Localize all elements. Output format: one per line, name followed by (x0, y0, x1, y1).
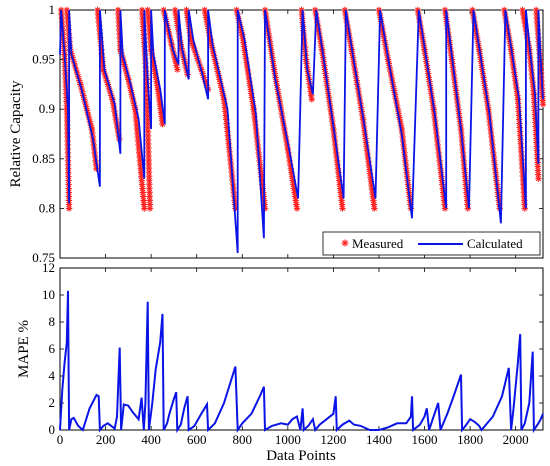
measured-point (464, 205, 472, 212)
bottom-x-tick-label: 200 (96, 432, 116, 447)
bottom-y-tick-label: 0 (49, 422, 56, 437)
bottom-y-tick-label: 2 (49, 395, 56, 410)
measured-point (338, 201, 346, 208)
bottom-y-tick-label: 6 (49, 341, 56, 356)
measured-point (145, 152, 152, 160)
measured-point (441, 205, 449, 212)
legend-measured-label: Measured (352, 236, 404, 251)
measured-point (146, 201, 154, 208)
measured-point (308, 96, 315, 103)
measured-point (339, 205, 346, 212)
legend-measured-marker (341, 239, 349, 247)
top-y-tick-label: 1 (49, 2, 56, 17)
bottom-x-tick-label: 800 (233, 432, 253, 447)
measured-point (146, 205, 154, 212)
top-y-axis-label: Relative Capacity (8, 80, 24, 188)
mape-panel: 0 2 4 6 8 10 12 0 200 400 600 800 1000 1200 1400 1600 18… (16, 260, 544, 464)
measured-point (535, 175, 542, 182)
measured-point (338, 197, 345, 204)
bottom-x-tick-label: 600 (187, 432, 207, 447)
bottom-y-tick-label: 10 (42, 287, 55, 302)
top-y-tick-label: 0.95 (32, 52, 55, 67)
bottom-y-tick-label: 8 (49, 314, 56, 329)
bottom-series-layer (59, 290, 544, 434)
bottom-x-tick-label: 1200 (320, 432, 346, 447)
measured-point (174, 66, 181, 73)
measured-point (146, 189, 153, 196)
measured-point (201, 6, 208, 14)
measured-point (145, 168, 153, 176)
measured-point (141, 205, 148, 212)
measured-point (292, 197, 299, 204)
legend-asterisk (341, 239, 349, 247)
measured-point (521, 205, 528, 212)
measured-point (519, 6, 526, 14)
legend: Measured Calculated (322, 231, 541, 256)
x-axis-label: Data Points (266, 448, 336, 464)
top-series-layer (57, 6, 547, 254)
mape-series-line (59, 290, 544, 434)
bottom-x-tick-label: 1400 (366, 432, 392, 447)
measured-point (414, 6, 421, 14)
measured-point (171, 6, 179, 14)
bottom-y-tick-label: 12 (42, 260, 55, 275)
bottom-axis-ticks: 0 2 4 6 8 10 12 0 200 400 600 800 1000 1200 1400 1600 18… (42, 260, 543, 447)
bottom-y-tick-label: 4 (49, 368, 56, 383)
bottom-x-tick-label: 1800 (457, 432, 483, 447)
measured-point (65, 205, 73, 212)
measured-point (293, 201, 300, 208)
bottom-x-tick-label: 1000 (275, 432, 301, 447)
legend-calculated-label: Calculated (467, 236, 523, 251)
bottom-plot-frame (59, 267, 544, 431)
top-y-tick-label: 0.8 (39, 200, 55, 215)
measured-point (145, 160, 153, 168)
top-y-tick-label: 0.85 (32, 151, 55, 166)
relative-capacity-panel: 0.75 0.8 0.85 0.9 0.95 1 Relative Capacity Me… (8, 2, 547, 265)
calculated-series-line (59, 9, 544, 254)
bottom-x-tick-label: 0 (57, 432, 64, 447)
measured-point (146, 185, 153, 192)
top-y-tick-label: 0.9 (39, 101, 55, 116)
measured-point (370, 197, 377, 204)
bottom-y-axis-label: MAPE % (16, 320, 32, 378)
measured-point (534, 163, 541, 170)
measured-point (370, 201, 378, 208)
bottom-x-tick-label: 400 (141, 432, 161, 447)
bottom-x-tick-label: 2000 (503, 432, 529, 447)
measured-point (371, 205, 378, 212)
measured-point (519, 10, 527, 18)
measured-point (293, 205, 301, 212)
measured-point (539, 101, 547, 108)
top-y-tick-label: 0.75 (32, 250, 55, 265)
bottom-x-tick-label: 1600 (412, 432, 438, 447)
